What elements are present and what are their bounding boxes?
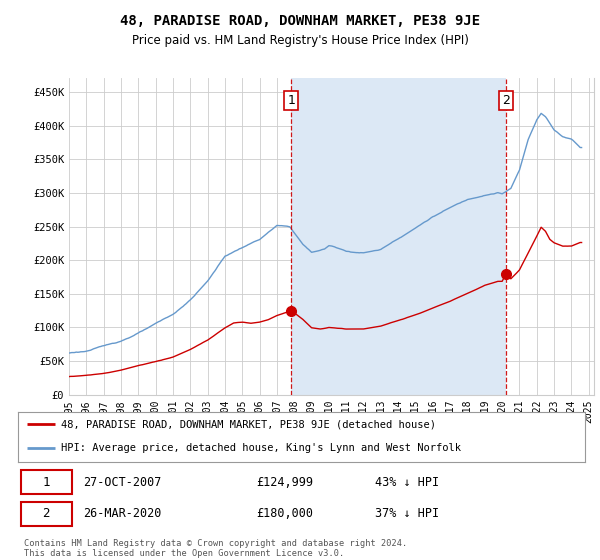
Text: 37% ↓ HPI: 37% ↓ HPI xyxy=(375,507,439,520)
Text: 26-MAR-2020: 26-MAR-2020 xyxy=(83,507,161,520)
Text: 2: 2 xyxy=(43,507,50,520)
Text: 1: 1 xyxy=(43,476,50,489)
Text: 48, PARADISE ROAD, DOWNHAM MARKET, PE38 9JE (detached house): 48, PARADISE ROAD, DOWNHAM MARKET, PE38 … xyxy=(61,419,436,429)
Text: 48, PARADISE ROAD, DOWNHAM MARKET, PE38 9JE: 48, PARADISE ROAD, DOWNHAM MARKET, PE38 … xyxy=(120,14,480,28)
Text: 27-OCT-2007: 27-OCT-2007 xyxy=(83,476,161,489)
FancyBboxPatch shape xyxy=(21,502,72,526)
Text: HPI: Average price, detached house, King's Lynn and West Norfolk: HPI: Average price, detached house, King… xyxy=(61,443,461,453)
Text: £124,999: £124,999 xyxy=(256,476,313,489)
Text: £180,000: £180,000 xyxy=(256,507,313,520)
FancyBboxPatch shape xyxy=(21,470,72,494)
Text: 2: 2 xyxy=(502,94,510,107)
Bar xyxy=(291,78,506,395)
Text: Contains HM Land Registry data © Crown copyright and database right 2024.
This d: Contains HM Land Registry data © Crown c… xyxy=(24,539,407,558)
Text: 43% ↓ HPI: 43% ↓ HPI xyxy=(375,476,439,489)
Text: Price paid vs. HM Land Registry's House Price Index (HPI): Price paid vs. HM Land Registry's House … xyxy=(131,34,469,46)
Text: 1: 1 xyxy=(287,94,295,107)
